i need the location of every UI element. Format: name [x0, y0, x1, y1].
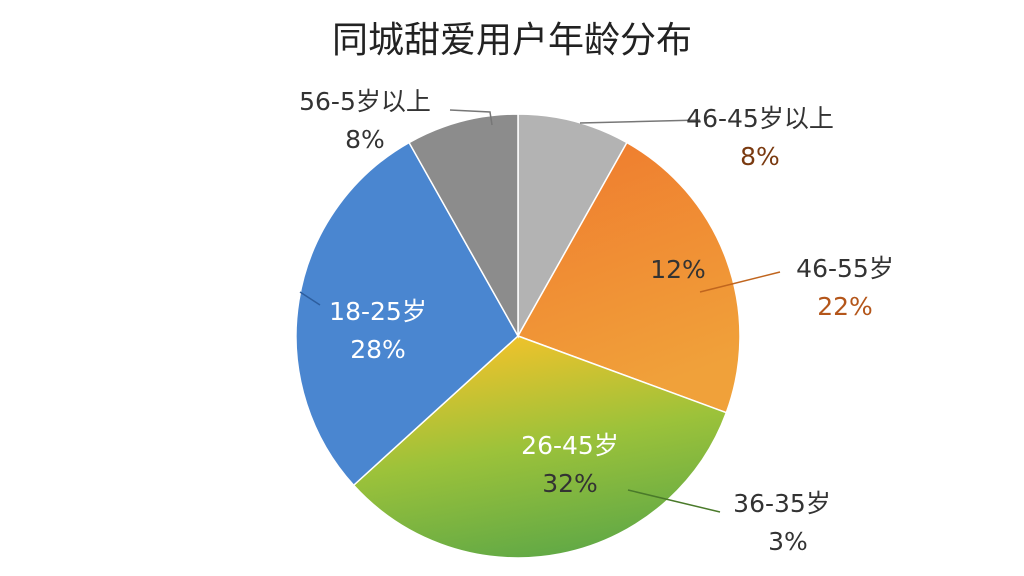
pie-slice [517, 113, 628, 339]
arrow [449, 109, 493, 126]
annotation: 3% [768, 527, 808, 556]
annotation: 12% [650, 255, 706, 284]
slice-value-label: 28% [350, 335, 406, 364]
arrow [579, 119, 701, 124]
arrow [627, 489, 721, 513]
slice-value-label: 32% [542, 469, 598, 498]
slice-label: 46-55岁 [796, 254, 894, 283]
slice-label: 26-45岁 [521, 431, 619, 460]
chart-title: 同城甜爱用户年龄分布 [332, 20, 692, 61]
annotation: 36-35岁 [733, 489, 831, 518]
slice-value-label: 8% [345, 125, 385, 154]
slice-value-label: 22% [817, 292, 873, 321]
arrow [299, 291, 321, 306]
slice-value-label: 8% [740, 142, 780, 171]
pie-slice [408, 113, 519, 339]
slice-label: 56-5岁以上 [299, 87, 431, 116]
slice-label: 18-25岁 [329, 297, 427, 326]
slice-label: 46-45岁以上 [686, 104, 834, 133]
pie-slice [352, 335, 728, 559]
pie-slice [516, 141, 741, 414]
pie-slice [295, 141, 519, 487]
arrow [699, 271, 781, 293]
